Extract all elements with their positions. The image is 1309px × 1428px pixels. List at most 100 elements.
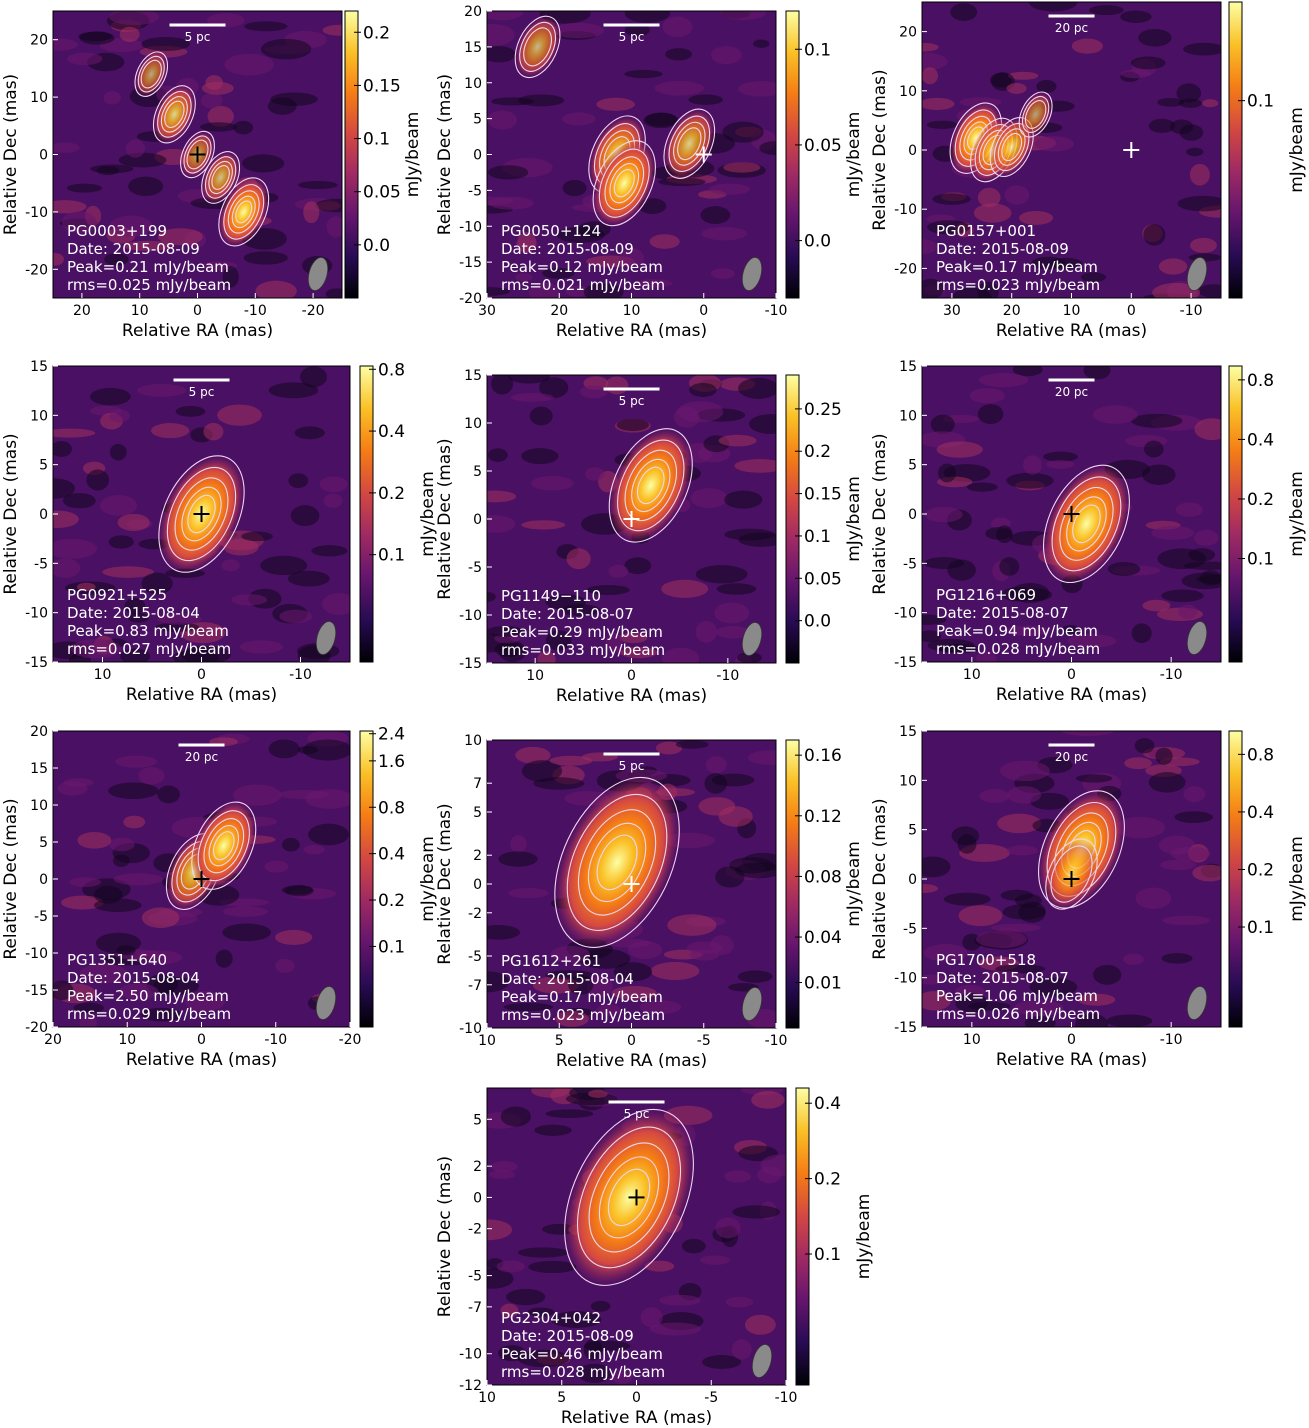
- y-tick-label: 10: [30, 408, 48, 424]
- colorbar-tick-label: 0.05: [804, 569, 842, 589]
- noise-blob: [260, 38, 312, 60]
- noise-blob: [624, 557, 652, 575]
- noise-blob: [997, 813, 1042, 834]
- noise-blob: [308, 823, 350, 846]
- noise-blob: [1178, 604, 1198, 620]
- noise-blob: [1190, 237, 1217, 253]
- colorbar-tick-label: 0.1: [378, 546, 405, 566]
- noise-blob: [138, 766, 165, 785]
- noise-blob: [583, 1340, 631, 1352]
- contour-line: [596, 834, 638, 891]
- noise-blob: [185, 991, 225, 1012]
- noise-blob: [932, 193, 971, 205]
- noise-blob: [290, 505, 320, 526]
- noise-blob: [649, 234, 680, 249]
- x-tick-label: -10: [716, 668, 739, 684]
- noise-blob: [556, 226, 605, 243]
- noise-blob: [172, 649, 220, 662]
- colorbar-tick-label: 0.4: [1247, 430, 1274, 450]
- noise-blob: [926, 120, 958, 129]
- noise-blob: [1161, 953, 1193, 964]
- noise-blob: [635, 279, 673, 288]
- noise-blob: [498, 851, 538, 867]
- contour-line: [208, 825, 240, 867]
- beam-ellipse: [751, 1344, 773, 1378]
- x-tick-label: 20: [44, 1032, 62, 1048]
- noise-blob: [659, 1294, 701, 1306]
- beam-ellipse: [307, 257, 329, 291]
- noise-blob: [529, 406, 553, 426]
- noise-blob: [86, 469, 110, 491]
- noise-blob: [1012, 366, 1043, 377]
- x-tick-label: -5: [704, 1390, 718, 1406]
- noise-blob: [1157, 548, 1207, 570]
- noise-blob: [689, 382, 717, 397]
- info-peak: Peak=2.50 mJy/beam: [67, 987, 229, 1005]
- noise-blob: [611, 1369, 633, 1384]
- contour-line: [1024, 100, 1047, 129]
- info-source: PG1216+069: [936, 586, 1036, 604]
- contour-line: [218, 177, 270, 247]
- colorbar: [359, 365, 374, 663]
- noise-blob: [53, 428, 96, 438]
- x-tick-label: -5: [697, 1033, 711, 1049]
- y-axis-label: Relative Dec (mas): [870, 433, 890, 594]
- noise-blob: [53, 980, 74, 1001]
- contour-line: [677, 127, 702, 161]
- x-tick-label: 20: [1003, 303, 1021, 319]
- info-date: Date: 2015-08-04: [67, 604, 200, 622]
- contour-line: [1042, 464, 1130, 584]
- noise-blob: [977, 281, 999, 298]
- noise-blob: [487, 110, 518, 130]
- contour-line: [160, 96, 188, 133]
- noise-blob: [1107, 562, 1141, 576]
- y-tick-label: -15: [25, 655, 48, 671]
- noise-blob: [951, 826, 980, 846]
- noise-blob: [141, 572, 173, 595]
- noise-blob: [123, 815, 146, 829]
- contour-line: [211, 165, 230, 190]
- colorbar-label: mJy/beam: [418, 836, 438, 922]
- noise-blob: [731, 1339, 752, 1360]
- noise-blob: [53, 538, 98, 559]
- x-tick-label: 10: [94, 667, 112, 683]
- noise-blob: [590, 1300, 611, 1312]
- y-tick-label: 5: [473, 805, 482, 821]
- colorbar-tick-label: 0.1: [814, 1245, 841, 1265]
- noise-blob: [1124, 757, 1152, 770]
- noise-blob: [718, 434, 757, 447]
- noise-blob: [90, 164, 134, 174]
- noise-blob: [1143, 224, 1166, 246]
- noise-blob: [137, 383, 187, 397]
- noise-blob: [323, 493, 343, 508]
- noise-blob: [738, 532, 776, 547]
- noise-blob: [561, 112, 596, 126]
- y-tick-label: 15: [30, 359, 48, 375]
- y-axis-label: Relative Dec (mas): [1, 433, 21, 594]
- y-axis-label: Relative Dec (mas): [1, 74, 21, 235]
- noise-blob: [93, 885, 123, 904]
- y-tick-label: 0: [39, 148, 48, 164]
- noise-blob: [115, 755, 158, 768]
- noise-blob: [1131, 413, 1183, 428]
- noise-blob: [619, 247, 645, 269]
- colorbar: [1228, 730, 1243, 1028]
- contour-line: [617, 439, 685, 532]
- noise-blob: [207, 105, 234, 127]
- y-axis-label: Relative Dec (mas): [435, 1156, 455, 1317]
- noise-blob: [1143, 440, 1164, 458]
- noise-blob: [1162, 915, 1211, 926]
- beam-ellipse: [315, 986, 337, 1020]
- noise-blob: [1007, 71, 1039, 80]
- noise-blob: [924, 506, 963, 523]
- noise-blob: [1031, 256, 1066, 270]
- noise-blob: [1077, 993, 1116, 1006]
- noise-blob: [1023, 455, 1042, 475]
- noise-blob: [497, 1345, 526, 1362]
- noise-blob: [1151, 525, 1195, 540]
- contour-line: [140, 59, 162, 89]
- y-tick-label: 5: [473, 112, 482, 128]
